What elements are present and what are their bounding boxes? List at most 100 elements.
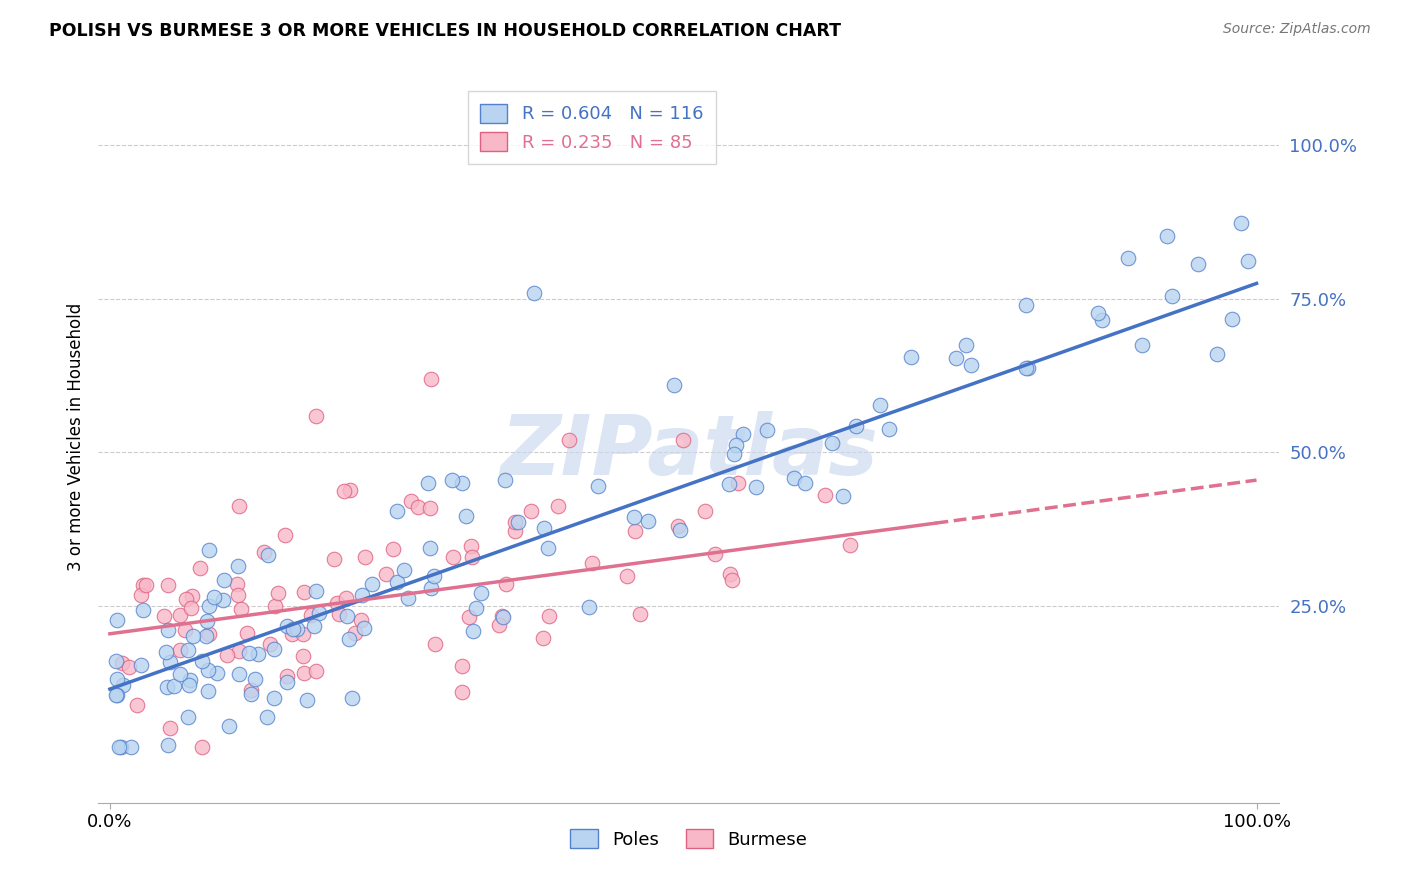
Point (110, 656, 132, 670)
Point (169, 607, 191, 622)
Point (506, 515, 529, 529)
Point (396, 591, 419, 605)
Point (578, 600, 600, 615)
Point (217, 648, 239, 662)
Point (745, 480, 768, 494)
Point (212, 592, 235, 607)
Point (869, 398, 891, 412)
Point (1205, 347, 1227, 361)
Point (1130, 338, 1153, 352)
Point (305, 584, 328, 599)
Point (557, 433, 579, 447)
Point (276, 674, 298, 689)
Point (194, 630, 217, 644)
Point (385, 575, 408, 590)
Point (229, 602, 252, 616)
Point (225, 576, 247, 591)
Point (353, 550, 375, 565)
Point (104, 689, 127, 703)
Point (1220, 312, 1243, 326)
Point (342, 691, 364, 706)
Legend: Poles, Burmese: Poles, Burmese (564, 822, 814, 856)
Point (695, 504, 717, 518)
Point (492, 610, 515, 624)
Point (1237, 254, 1260, 268)
Point (235, 626, 257, 640)
Point (198, 543, 221, 558)
Point (637, 514, 659, 528)
Point (202, 591, 225, 605)
Point (352, 588, 374, 602)
Point (1017, 360, 1039, 375)
Point (159, 721, 181, 735)
Point (263, 641, 285, 656)
Point (132, 603, 155, 617)
Point (308, 607, 330, 621)
Point (375, 566, 398, 581)
Point (520, 504, 543, 518)
Point (176, 709, 198, 723)
Point (292, 584, 315, 599)
Point (821, 435, 844, 450)
Point (793, 476, 815, 491)
Point (419, 500, 441, 515)
Point (664, 378, 686, 392)
Point (1116, 252, 1139, 266)
Point (783, 471, 806, 485)
Point (328, 607, 350, 621)
Point (523, 285, 546, 300)
Point (503, 515, 526, 529)
Point (756, 423, 779, 437)
Point (470, 585, 492, 599)
Point (451, 659, 474, 673)
Point (118, 660, 141, 674)
Point (111, 678, 134, 692)
Point (214, 573, 236, 587)
Point (108, 740, 131, 755)
Point (274, 528, 297, 542)
Point (257, 548, 280, 562)
Point (239, 682, 262, 697)
Point (441, 473, 464, 487)
Point (191, 740, 214, 755)
Point (451, 476, 474, 491)
Point (441, 549, 464, 564)
Point (382, 541, 405, 556)
Point (721, 573, 744, 587)
Point (450, 685, 472, 699)
Point (733, 427, 755, 442)
Text: Source: ZipAtlas.com: Source: ZipAtlas.com (1223, 22, 1371, 37)
Point (179, 673, 201, 687)
Point (666, 518, 689, 533)
Point (337, 632, 360, 646)
Point (392, 563, 415, 577)
Point (322, 551, 344, 566)
Point (110, 740, 132, 755)
Point (156, 680, 179, 694)
Point (153, 609, 176, 624)
Point (538, 609, 561, 624)
Point (264, 599, 287, 613)
Point (491, 608, 513, 623)
Point (205, 665, 228, 680)
Point (839, 538, 862, 552)
Point (281, 622, 304, 636)
Y-axis label: 3 or more Vehicles in Household: 3 or more Vehicles in Household (66, 303, 84, 571)
Point (292, 665, 315, 680)
Point (425, 637, 447, 651)
Point (181, 590, 204, 604)
Point (132, 578, 155, 592)
Point (423, 569, 446, 583)
Point (253, 545, 276, 559)
Point (226, 558, 249, 573)
Point (263, 690, 285, 705)
Point (336, 609, 359, 624)
Point (177, 643, 200, 657)
Point (831, 489, 853, 503)
Point (228, 588, 250, 602)
Point (454, 509, 477, 524)
Point (353, 621, 375, 635)
Text: ZIPatlas: ZIPatlas (501, 411, 877, 492)
Point (460, 539, 482, 553)
Point (326, 596, 349, 610)
